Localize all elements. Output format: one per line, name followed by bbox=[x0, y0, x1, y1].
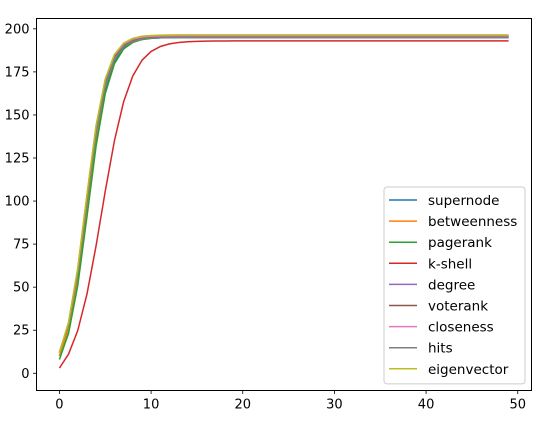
series-line-hits bbox=[58, 36, 509, 353]
y-tick-label: 150 bbox=[5, 108, 30, 123]
x-tick-label: 40 bbox=[418, 398, 435, 413]
series-line-eigenvector bbox=[58, 34, 509, 353]
x-tick-label: 10 bbox=[143, 398, 160, 413]
legend-label-eigenvector: eigenvector bbox=[428, 362, 509, 378]
series-line-k-shell bbox=[58, 40, 509, 369]
y-tick-label: 75 bbox=[13, 238, 30, 253]
y-tick-label: 125 bbox=[5, 152, 30, 167]
legend-label-degree: degree bbox=[428, 277, 475, 293]
series-line-closeness bbox=[58, 34, 509, 353]
y-tick-label: 200 bbox=[5, 22, 30, 37]
axes-frame bbox=[36, 18, 532, 391]
legend-label-betweenness: betweenness bbox=[428, 214, 517, 230]
legend: supernode betweenness pagerank k-shell degre… bbox=[383, 186, 526, 385]
legend-label-pagerank: pagerank bbox=[428, 235, 492, 251]
legend-label-voterank: voterank bbox=[428, 299, 488, 315]
y-tick-label: 50 bbox=[13, 281, 30, 296]
legend-label-closeness: closeness bbox=[428, 320, 494, 336]
legend-label-supernode: supernode bbox=[428, 193, 499, 209]
y-axis-ticks: 0 25 50 75 100 125 150 175 200 bbox=[5, 22, 37, 382]
x-tick-label: 20 bbox=[234, 398, 251, 413]
y-tick-label: 25 bbox=[13, 324, 30, 339]
y-tick-label: 175 bbox=[5, 65, 30, 80]
y-tick-label: 100 bbox=[5, 195, 30, 210]
legend-box bbox=[383, 186, 526, 385]
legend-label-hits: hits bbox=[428, 341, 453, 357]
y-tick-label: 0 bbox=[21, 367, 29, 382]
x-tick-label: 0 bbox=[55, 398, 63, 413]
series-line-voterank bbox=[58, 35, 509, 353]
legend-label-k-shell: k-shell bbox=[428, 256, 472, 272]
x-tick-label: 50 bbox=[509, 398, 526, 413]
x-axis-ticks: 0 10 20 30 40 50 bbox=[55, 390, 526, 413]
plot-lines bbox=[58, 34, 509, 369]
x-tick-label: 30 bbox=[326, 398, 343, 413]
